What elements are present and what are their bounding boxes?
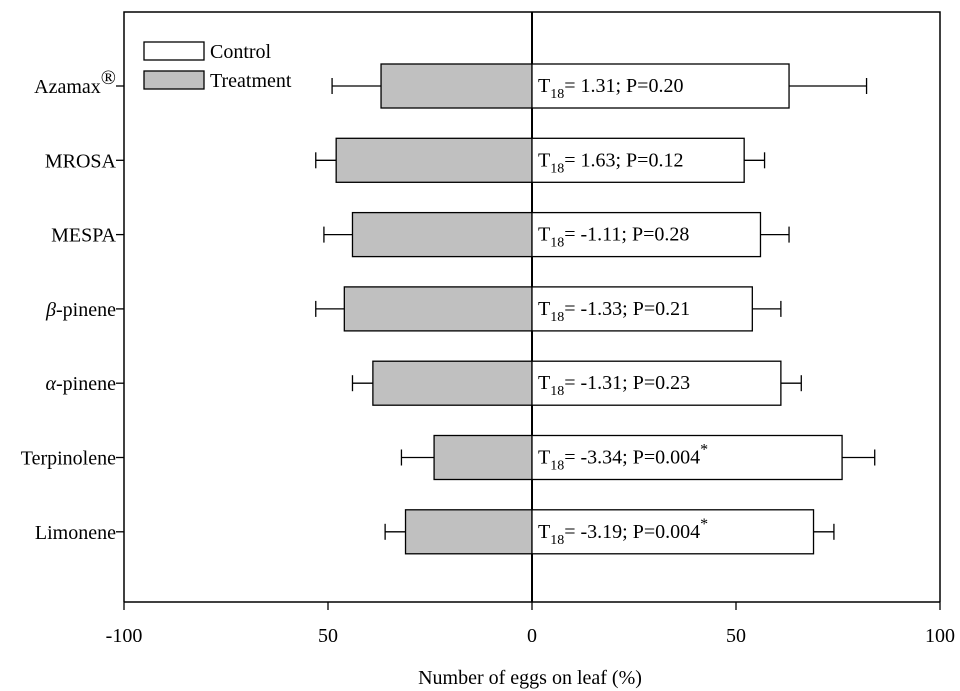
- y-tick-label: Terpinolene: [21, 448, 116, 470]
- y-tick-label: α-pinene: [46, 373, 117, 395]
- bar-treatment: [335, 137, 533, 183]
- bar-treatment: [404, 509, 533, 555]
- bar-control: [531, 286, 753, 332]
- legend-label-control: Control: [210, 41, 272, 63]
- y-tick-label: MROSA: [45, 150, 117, 172]
- bar-control: [531, 63, 790, 109]
- stat-annotation: T18= 1.63; P=0.12: [538, 149, 683, 176]
- stat-annotation: T18= 1.31; P=0.20: [538, 75, 683, 102]
- stat-annotation: T18= -3.34; P=0.004*: [538, 442, 708, 474]
- bar-treatment: [372, 360, 533, 406]
- legend-swatch-treatment: [143, 70, 205, 90]
- x-tick-label: 100: [925, 625, 955, 647]
- legend-label-treatment: Treatment: [210, 70, 292, 92]
- bar-control: [531, 360, 782, 406]
- legend: Control Treatment: [143, 41, 292, 92]
- x-axis-label: Number of eggs on leaf (%): [418, 667, 642, 689]
- x-tick-label: 50: [318, 625, 338, 647]
- plot-area: -100 50 0 50 100 Azamax® T18= 1.31; P=0.20 MROS…: [21, 11, 955, 647]
- y-tick-label: MESPA: [51, 225, 116, 247]
- x-tick-label: 0: [527, 625, 537, 647]
- y-tick-label: β-pinene: [45, 299, 116, 321]
- bar-treatment: [433, 434, 533, 481]
- bar-treatment: [343, 286, 533, 332]
- stat-annotation: T18= -1.11; P=0.28: [538, 224, 689, 251]
- stat-annotation: T18= -1.31; P=0.23: [538, 372, 690, 399]
- bar-control: [531, 434, 843, 481]
- bar-control: [531, 211, 762, 258]
- bar-treatment: [351, 211, 533, 258]
- x-tick-label: 50: [726, 625, 746, 647]
- bar-control: [531, 509, 815, 555]
- y-tick-label: Azamax®: [34, 67, 116, 98]
- stat-annotation: T18= -1.33; P=0.21: [538, 298, 690, 325]
- stat-annotation: T18= -3.19; P=0.004*: [538, 516, 708, 548]
- y-tick-label: Limonene: [35, 522, 116, 544]
- bar-treatment: [380, 63, 533, 109]
- x-tick-label: -100: [106, 625, 143, 647]
- legend-swatch-control: [143, 41, 205, 61]
